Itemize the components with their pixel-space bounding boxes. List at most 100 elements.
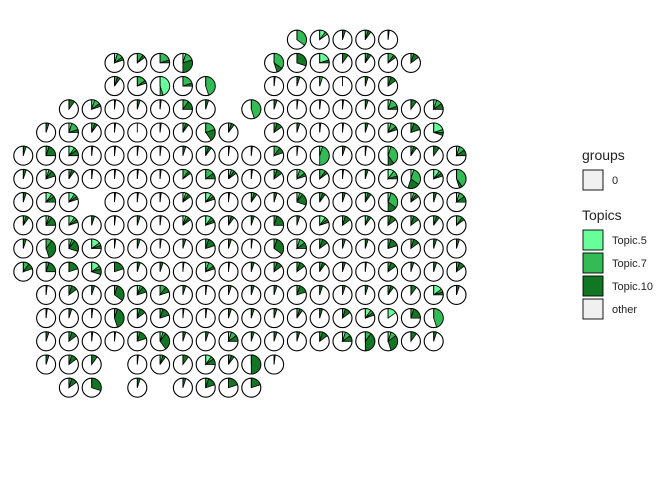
spot-pie (286, 284, 307, 305)
spot-pie (332, 192, 353, 213)
pie-slice-topic-10 (250, 192, 258, 203)
spot-pie (150, 308, 171, 329)
spot-pie (264, 52, 285, 73)
pie-slice-topic-10 (182, 170, 192, 180)
spot-pie (309, 76, 330, 97)
pie-slice-topic-10 (67, 149, 79, 157)
spot-pie (172, 76, 193, 97)
spot-pie (104, 122, 125, 143)
spot-pie (286, 168, 307, 189)
spot-pie (36, 192, 57, 213)
pie-slice-topic-10 (68, 331, 78, 343)
pie-slice-topic-10 (205, 219, 216, 226)
pie-slice-topic-10 (318, 331, 328, 343)
pie-slice-topic-10 (68, 285, 78, 296)
pie-slice-topic-10 (182, 193, 192, 203)
spot-pie (332, 145, 353, 166)
spot-pie (446, 284, 467, 305)
spot-pie (332, 308, 353, 329)
spot-pie (195, 215, 216, 236)
spot-pie (218, 215, 239, 236)
spot-pie (309, 122, 330, 143)
spot-pie (286, 76, 307, 97)
pie-slice-topic-10 (432, 103, 444, 110)
spot-pie (172, 145, 193, 166)
spot-pie (81, 377, 102, 398)
spot-pie (241, 284, 262, 305)
spot-pie (172, 192, 193, 213)
spot-pie (378, 261, 399, 282)
spot-pie (423, 308, 444, 329)
pie-slice-topic-10 (273, 169, 283, 180)
spot-pie (264, 284, 285, 305)
spot-pie (332, 261, 353, 282)
pie-slice-topic-10 (68, 169, 76, 180)
spot-pie (172, 52, 193, 73)
spot-pie (127, 261, 148, 282)
pie-slice-topic-10 (410, 238, 420, 250)
spot-pie (36, 145, 57, 166)
spot-pie (104, 145, 125, 166)
spot-pie (241, 354, 262, 375)
spot-pie (286, 145, 307, 166)
pie-slice-topic-10 (387, 262, 397, 273)
legend-label: 0 (612, 175, 618, 187)
spot-pie (286, 331, 307, 352)
pie-slice-topic-10 (228, 354, 235, 365)
spot-pie (127, 52, 148, 73)
pie-slice-topic-10 (205, 378, 216, 389)
spot-pie (241, 192, 262, 213)
legend: groups 0 Topics Topic.5 Topic.7 Topic.10 other (582, 147, 653, 320)
pie-slice-topic-10 (159, 333, 170, 350)
pie-slice-topic-10 (387, 175, 399, 180)
spot-pie (332, 168, 353, 189)
spot-pie (150, 284, 171, 305)
pie-slice-topic-10 (182, 101, 193, 110)
spot-pie (332, 99, 353, 120)
spot-pie (423, 215, 444, 236)
spot-pie (423, 331, 444, 352)
pie-slice-topic-10 (205, 146, 212, 156)
pie-slice-topic-10 (114, 285, 125, 302)
pie-slice-topic-10 (341, 308, 351, 320)
spot-pie (355, 261, 376, 282)
pie-slice-topic-10 (182, 217, 192, 226)
pie-slice-topic-10 (273, 99, 278, 110)
spot-pie (81, 168, 102, 189)
spot-pie (36, 261, 57, 282)
spot-pie (264, 354, 285, 375)
pie-slice-topic-10 (136, 331, 147, 342)
spot-pie (150, 76, 171, 97)
pie-slice-topic-10 (273, 61, 283, 73)
spot-pie (264, 168, 285, 189)
pie-slice-topic-10 (318, 238, 328, 250)
pie-slice-topic-10 (68, 219, 79, 226)
spot-pie (400, 145, 421, 166)
spot-pie (286, 99, 307, 120)
spot-pie (127, 377, 148, 398)
pie-slice-topic-10 (387, 238, 398, 250)
legend-label: Topic.7 (612, 258, 647, 270)
spot-pie (264, 308, 285, 329)
pie-slice-topic-10 (114, 308, 125, 328)
spot-pie (423, 122, 444, 143)
spot-pie (195, 99, 216, 120)
spot-pie (218, 354, 239, 375)
legend-title: groups (582, 147, 625, 163)
spot-pie (446, 215, 467, 236)
spot-pie (172, 99, 193, 120)
pie-slice-topic-10 (407, 178, 420, 189)
spot-pie (172, 215, 193, 236)
spot-pie (127, 331, 148, 352)
spot-pie (81, 122, 102, 143)
pie-slice-topic-10 (387, 76, 397, 88)
pie-slice-topic-10 (410, 146, 418, 156)
spot-pie (172, 331, 193, 352)
pie-slice-topic-10 (387, 201, 397, 213)
pie-slice-topic-10 (273, 122, 283, 134)
spot-pie (355, 99, 376, 120)
spot-pie (81, 215, 102, 236)
pie-slice-topic-7 (319, 146, 330, 166)
spot-pie (195, 284, 216, 305)
